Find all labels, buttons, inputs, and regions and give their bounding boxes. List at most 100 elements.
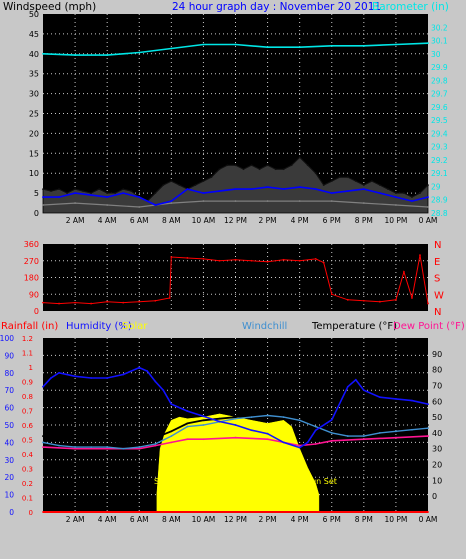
windspeed-line-point — [298, 156, 301, 159]
windspeed-line-point — [386, 188, 389, 191]
wind-x-tick-label: 6 AM — [130, 216, 149, 225]
gust-line-point — [106, 204, 109, 206]
windchill-line-point — [346, 435, 349, 437]
wind-direction-line-point — [282, 258, 285, 261]
average-wind-line-point — [266, 186, 269, 189]
wind-x-tick-label: 2 AM — [66, 216, 85, 225]
temperature-x-tick-label: 10 AM — [192, 515, 216, 524]
temperature-axis-label: Temperature (°F) — [311, 321, 397, 332]
average-wind-line-point — [170, 200, 173, 202]
windspeed-line-point — [90, 192, 93, 195]
average-wind-line-point — [218, 190, 221, 193]
dew-point-line-point — [154, 444, 157, 447]
direction-y-tick-label: 180 — [24, 274, 39, 283]
compass-y-tick-label: N — [434, 307, 441, 318]
humidity-line-point — [354, 378, 357, 381]
barometer-line-point — [138, 51, 141, 54]
windspeed-line-point — [338, 176, 341, 179]
wind-direction-line-point — [202, 257, 205, 260]
rainfall-y-tick-label: 0.9 — [22, 379, 33, 387]
temperature-line-point — [330, 425, 333, 428]
temperature-x-tick-label: 12 PM — [224, 515, 247, 524]
gust-line-point — [266, 200, 269, 202]
humidity-y-axis: 0 10 20 30 40 50 60 70 80 90 100 — [0, 334, 14, 517]
barometer-y-tick-label: 29.5 — [431, 116, 448, 125]
windspeed-line-point — [306, 164, 309, 167]
wind-y-tick-label: 30 — [29, 90, 39, 99]
humidity-line-point — [146, 370, 149, 372]
dew-point-line-point — [234, 436, 237, 439]
temperature-y-tick-label: 10 — [432, 476, 442, 485]
windchill-line-point — [202, 424, 205, 426]
wind-direction-line-point — [314, 257, 317, 260]
temperature-y-tick-label: 20 — [432, 461, 442, 470]
average-wind-line-point — [42, 196, 44, 198]
windchill-line-point — [362, 435, 365, 437]
average-wind-line-point — [346, 190, 349, 193]
average-wind-line-point — [362, 188, 365, 191]
dew-point-line-point — [186, 438, 189, 441]
dew-point-line-point — [395, 436, 397, 439]
wind-x-tick-label: 10 PM — [384, 216, 407, 225]
wind-x-tick-label: 12 PM — [224, 216, 247, 225]
windspeed-line-point — [250, 164, 253, 167]
dew-point-line-point — [42, 446, 44, 449]
temperature-line-point — [282, 408, 285, 411]
windspeed-line-point — [370, 180, 373, 183]
humidity-y-tick-label: 30 — [4, 456, 14, 465]
average-wind-line-point — [298, 186, 301, 189]
temperature-line-point — [122, 441, 125, 444]
humidity-line-point — [202, 415, 205, 418]
rainfall-y-tick-label: 0 — [29, 509, 33, 517]
windspeed-line-point — [427, 184, 429, 187]
compass-y-tick-label: E — [434, 257, 440, 268]
temperature-line-point — [58, 438, 60, 441]
rainfall-axis-label: Rainfall (in) — [1, 321, 58, 332]
temperature-line-point — [346, 428, 349, 431]
rainfall-y-tick-label: 0.1 — [22, 495, 33, 503]
wind-direction-line-point — [42, 301, 44, 304]
temperature-line-point — [411, 425, 413, 428]
barometer-line-point — [42, 52, 44, 55]
windchill-line-point — [330, 432, 333, 434]
dew-point-line-point — [138, 447, 141, 450]
windspeed-line-point — [50, 190, 52, 193]
barometer-line-point — [234, 43, 237, 46]
humidity-line-point — [186, 410, 189, 412]
humidity-line-point — [234, 424, 237, 426]
average-wind-line-point — [250, 188, 253, 191]
direction-grid — [43, 244, 428, 311]
rainfall-y-tick-label: 0.5 — [22, 437, 33, 445]
average-wind-line-point — [378, 192, 381, 195]
humidity-line-point — [330, 418, 333, 421]
humidity-y-tick-label: 60 — [4, 404, 14, 413]
temperature-line-point — [395, 427, 397, 430]
dew-point-line-point — [362, 438, 365, 441]
average-wind-line-point — [314, 188, 317, 191]
barometer-line-point — [74, 54, 76, 57]
dew-point-line-point — [314, 443, 317, 445]
gust-line-point — [395, 204, 397, 206]
windspeed-line-point — [162, 184, 165, 187]
direction-y-axis: 0 90 180 270 360 — [24, 240, 39, 316]
humidity-y-tick-label: 100 — [0, 334, 14, 343]
direction-y-tick-label: 0 — [34, 307, 39, 316]
barometer-y-tick-label: 29.8 — [431, 76, 448, 85]
barometer-y-tick-label: 29.7 — [431, 90, 448, 99]
wind-direction-line-point — [154, 299, 157, 302]
wind-y-tick-label: 25 — [29, 110, 39, 119]
wind-x-tick-label: 4 AM — [98, 216, 117, 225]
humidity-y-tick-label: 20 — [4, 473, 14, 482]
sunrise-label: Sun Rise — [154, 477, 189, 486]
rainfall-y-tick-label: 0.4 — [22, 451, 34, 459]
windchill-line-point — [298, 419, 301, 422]
temperature-x-tick-label: 4 AM — [98, 515, 117, 524]
dew-point-line-point — [74, 447, 76, 450]
rainfall-y-tick-label: 0.3 — [22, 466, 33, 474]
rainfall-y-tick-label: 0.6 — [22, 422, 34, 430]
barometer-line-point — [298, 46, 301, 49]
dew-point-line-point — [106, 447, 109, 450]
humidity-y-tick-label: 0 — [9, 508, 14, 517]
wind-x-tick-label: 0 AM — [419, 216, 438, 225]
